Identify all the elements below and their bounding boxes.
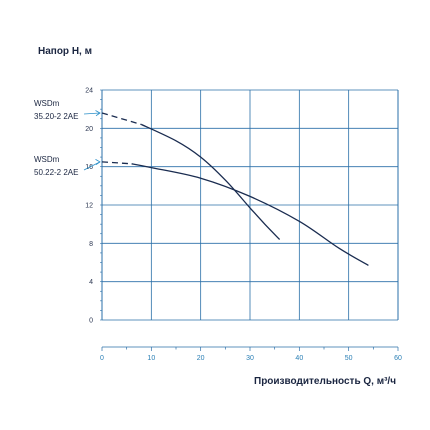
chart-title: Напор H, м [38, 46, 92, 57]
y-tick-label: 12 [85, 203, 93, 210]
x-tick-label: 0 [100, 355, 104, 362]
y-tick-label: 20 [85, 126, 93, 133]
grid [100, 89, 399, 321]
curves [101, 112, 369, 266]
series-1-dashed-segment [101, 112, 142, 126]
series-1-label: 35.20-2 2AE [34, 112, 78, 121]
series-2-curve [131, 163, 369, 266]
series-2-arrowhead [95, 159, 101, 166]
x-tick-label: 10 [147, 355, 155, 362]
series-2-label: WSDm [34, 155, 60, 164]
x-tick-label: 50 [345, 355, 353, 362]
series-1-curve [141, 123, 281, 240]
y-tick-label: 24 [85, 88, 93, 95]
series-1-arrow [83, 112, 101, 115]
x-axis-label: Производительность Q, м³/ч [254, 376, 396, 387]
y-tick-label: 4 [89, 279, 93, 286]
series-1-label: WSDm [34, 99, 60, 108]
y-axis-ticks: 04812162024 [85, 88, 93, 325]
series-1-arrowhead [95, 110, 101, 117]
series-2-dashed-segment [101, 161, 132, 165]
x-tick-label: 40 [295, 355, 303, 362]
y-tick-label: 8 [89, 241, 93, 248]
x-axis: 0 10 20 30 40 50 60 [100, 346, 402, 362]
x-tick-label: 30 [246, 355, 254, 362]
y-tick-label: 0 [89, 318, 93, 325]
x-tick-label: 60 [394, 355, 402, 362]
x-tick-label: 20 [197, 355, 205, 362]
series-2-label: 50.22-2 2AE [34, 168, 78, 177]
series-2-arrow [83, 161, 101, 171]
series-labels: WSDm 35.20-2 2AE WSDm 50.22-2 2AE [34, 99, 101, 177]
